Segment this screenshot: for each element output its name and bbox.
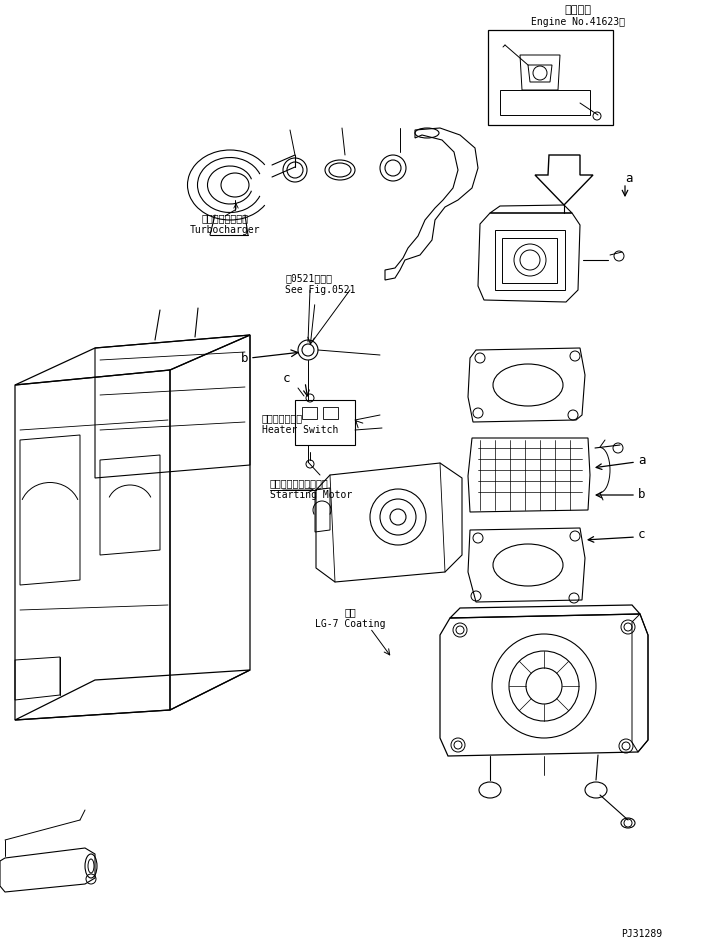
Text: ヒータスイッチ: ヒータスイッチ: [262, 413, 303, 423]
Text: スターティングモータ: スターティングモータ: [270, 478, 329, 488]
Bar: [323, 407, 338, 419]
Text: 適用号機: 適用号機: [565, 5, 592, 15]
Text: a: a: [638, 453, 645, 466]
Bar: [502, 238, 557, 283]
Text: a: a: [625, 172, 632, 184]
Text: PJ31289: PJ31289: [621, 929, 662, 939]
Text: c: c: [638, 529, 645, 542]
Text: c: c: [282, 372, 290, 384]
Text: Starting Motor: Starting Motor: [270, 490, 352, 500]
Text: b: b: [240, 351, 248, 364]
Text: Heater Switch: Heater Switch: [262, 425, 339, 435]
Text: 第0521図参照: 第0521図参照: [285, 273, 332, 283]
Bar: [302, 407, 317, 419]
Bar: [495, 230, 565, 290]
Text: Turbocharger: Turbocharger: [190, 225, 260, 235]
Text: 塗布: 塗布: [344, 607, 356, 617]
Text: LG-7 Coating: LG-7 Coating: [314, 619, 385, 629]
Polygon shape: [535, 155, 593, 205]
Text: See Fig.0521: See Fig.0521: [285, 285, 356, 295]
Text: Engine No.41623～: Engine No.41623～: [531, 17, 625, 27]
Text: ターボチャージャ: ターボチャージャ: [202, 213, 249, 223]
Bar: [488, 30, 613, 125]
Text: b: b: [638, 488, 645, 501]
Bar: [295, 400, 355, 445]
